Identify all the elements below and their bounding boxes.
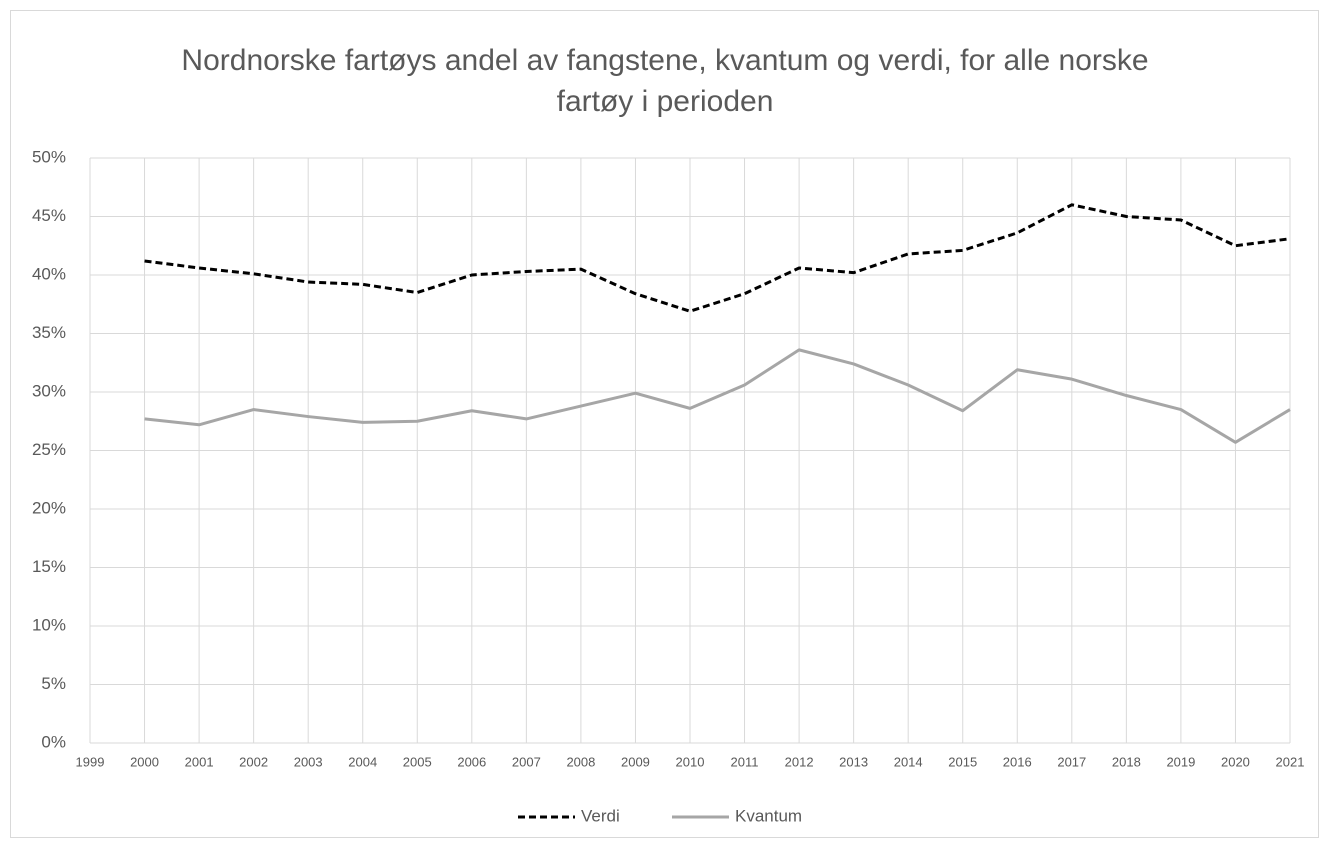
legend-label: Kvantum [735, 806, 802, 825]
y-tick-label: 5% [41, 674, 66, 693]
x-tick-label: 2012 [785, 754, 814, 769]
x-tick-label: 2020 [1221, 754, 1250, 769]
x-tick-label: 2003 [294, 754, 323, 769]
x-tick-label: 2011 [731, 754, 759, 769]
data-line [144, 203, 1291, 313]
y-tick-label: 40% [32, 264, 66, 283]
chart-border [10, 10, 1319, 838]
x-tick-label: 2014 [894, 754, 923, 769]
x-tick-label: 2002 [239, 754, 268, 769]
chart-title: Nordnorske fartøys andel av fangstene, k… [181, 44, 1149, 118]
x-tick-label: 2015 [948, 754, 977, 769]
x-tick-label: 2016 [1003, 754, 1032, 769]
x-tick-label: 1999 [76, 754, 105, 769]
legend-label: Verdi [581, 806, 620, 825]
y-tick-label: 25% [32, 440, 66, 459]
x-tick-label: 2000 [130, 754, 159, 769]
y-tick-label: 10% [32, 615, 66, 634]
x-tick-label: 2017 [1057, 754, 1086, 769]
y-tick-label: 45% [32, 206, 66, 225]
x-tick-label: 2013 [839, 754, 868, 769]
x-tick-label: 2001 [185, 754, 214, 769]
x-tick-label: 2007 [512, 754, 541, 769]
y-tick-label: 20% [32, 498, 66, 517]
x-tick-label: 2009 [621, 754, 650, 769]
y-tick-label: 15% [32, 557, 66, 576]
x-tick-label: 2005 [403, 754, 432, 769]
y-tick-label: 0% [41, 732, 66, 751]
x-tick-label: 2018 [1112, 754, 1141, 769]
y-tick-label: 30% [32, 381, 66, 400]
x-tick-label: 2019 [1166, 754, 1195, 769]
x-tick-label: 2006 [457, 754, 486, 769]
x-tick-label: 2010 [676, 754, 705, 769]
x-tick-label: 2004 [348, 754, 377, 769]
data-line [144, 348, 1291, 444]
y-tick-label: 50% [32, 147, 66, 166]
x-tick-label: 2021 [1276, 754, 1305, 769]
y-tick-label: 35% [32, 323, 66, 342]
x-tick-label: 2008 [566, 754, 595, 769]
